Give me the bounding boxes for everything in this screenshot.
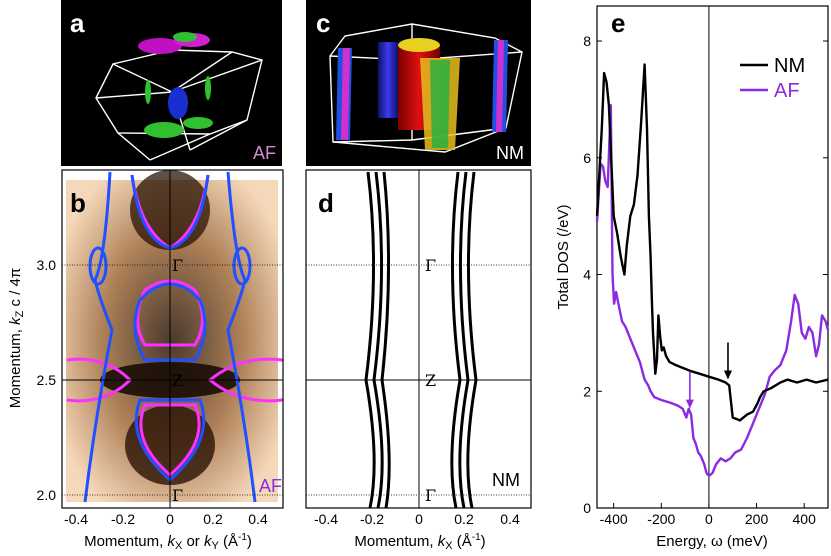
e-ytick-label: 4	[583, 267, 591, 283]
panel-a-letter: a	[70, 8, 85, 38]
ytick-label: 3.0	[37, 257, 57, 273]
panel-b-tag: AF	[259, 476, 282, 496]
b-point-gamma: Γ	[172, 486, 183, 505]
fs-pocket-blue	[168, 87, 188, 119]
ytick-label: 2.5	[37, 372, 57, 388]
e-arrow-head-nm	[723, 370, 732, 380]
fs-sheet-green	[205, 76, 211, 100]
fs-sheet-magenta-right	[496, 40, 504, 132]
fs-pocket-green	[173, 32, 197, 42]
fs-sheet-magenta-left	[341, 48, 350, 140]
panel-e-letter: e	[611, 8, 625, 38]
xtick-label: 0.2	[203, 511, 223, 527]
xtick-label: -0.4	[64, 511, 88, 527]
e-xtick-label: 400	[793, 511, 817, 527]
d-xticks: -0.4 -0.2 0 0.2 0.4	[314, 511, 520, 527]
fs-pocket-green	[144, 122, 184, 138]
panel-e: e 0 2 4 6 8 -400 -200 0 200 400 NM AF Total DOS (/…	[555, 5, 830, 550]
panel-d: d NM Γ Z Γ -0.4 -0.2 0 0.2 0.4 Momentum,…	[305, 169, 532, 552]
e-ylabel: Total DOS (/eV)	[555, 204, 572, 309]
fs-cylinder-blue	[378, 42, 398, 118]
fs-pocket-green	[183, 117, 213, 129]
b-xticks: -0.4 -0.2 0 0.2 0.4	[64, 511, 268, 527]
e-ytick-label: 0	[583, 500, 591, 516]
fs-cylinder-top	[398, 38, 440, 52]
e-xtick-label: 200	[745, 511, 769, 527]
panel-c-tag: NM	[496, 143, 524, 163]
xtick-label: 0	[415, 511, 423, 527]
e-xtick-label: -400	[600, 511, 628, 527]
d-point-z: Z	[425, 371, 436, 390]
d-point-gamma: Γ	[425, 256, 436, 275]
panel-d-letter: d	[318, 188, 334, 218]
e-series-af-line	[595, 103, 830, 478]
e-legend: NM AF	[740, 55, 805, 102]
panel-b-xlabel: Momentum, kX or kY (Å-1)	[84, 532, 252, 552]
e-ytick-label: 2	[583, 383, 591, 399]
b-yticks: 2.0 2.5 3.0	[37, 257, 57, 503]
panel-b-letter: b	[70, 188, 86, 218]
e-xlabel: Energy, ω (meV)	[656, 533, 767, 550]
b-point-z: Z	[172, 371, 183, 390]
panel-d-xlabel: Momentum, kX (Å-1)	[354, 532, 485, 552]
panel-a: a AF	[61, 0, 282, 166]
fs-sheet-green	[145, 80, 151, 104]
fs-pocket-magenta	[138, 38, 182, 54]
xtick-label: 0.4	[500, 511, 520, 527]
xtick-label: -0.2	[360, 511, 384, 527]
e-legend-label-nm: NM	[774, 55, 805, 77]
panel-c: c NM	[306, 0, 531, 166]
d-point-gamma: Γ	[425, 486, 436, 505]
e-xtick-label: -200	[647, 511, 675, 527]
e-xtick-label: 0	[705, 511, 713, 527]
e-ytick-label: 8	[583, 33, 591, 49]
xtick-label: 0	[166, 511, 174, 527]
e-legend-label-af: AF	[774, 80, 800, 102]
momentum-ylabel: Momentum, kZ c / 4π	[7, 268, 26, 408]
fs-cylinder-green	[430, 60, 450, 148]
xtick-label: -0.4	[314, 511, 338, 527]
panel-d-tag: NM	[492, 470, 520, 490]
panel-b: b AF Γ Z Γ 2.0 2.5 3.0 -0.4 -0.2 0 0.2 0…	[7, 169, 284, 552]
e-series	[595, 63, 830, 478]
panel-c-letter: c	[316, 8, 330, 38]
panel-b-frame	[61, 169, 284, 509]
b-point-gamma: Γ	[172, 256, 183, 275]
panel-a-tag: AF	[253, 143, 276, 163]
xtick-label: 0.2	[454, 511, 474, 527]
xtick-label: 0.4	[248, 511, 268, 527]
e-ytick-label: 6	[583, 150, 591, 166]
d-bands	[364, 171, 478, 509]
ytick-label: 2.0	[37, 487, 57, 503]
panel-a-background	[61, 0, 282, 166]
xtick-label: -0.2	[111, 511, 135, 527]
e-series-nm-line	[595, 63, 829, 422]
e-axes: 0 2 4 6 8 -400 -200 0 200 400	[583, 6, 828, 527]
e-arrow-head-af	[685, 399, 694, 409]
panel-e-frame	[596, 5, 829, 509]
